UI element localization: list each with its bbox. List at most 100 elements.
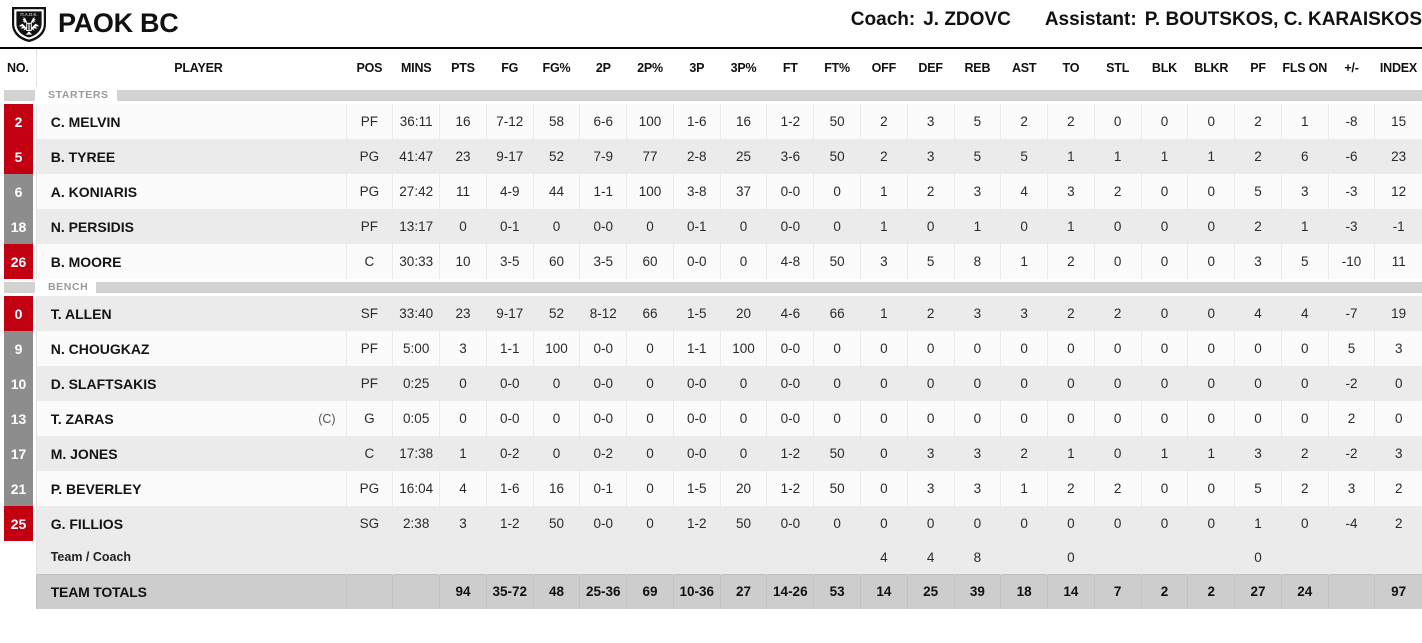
- column-header-3p[interactable]: 3P: [673, 47, 721, 87]
- player-row[interactable]: 26 B. MOORE C 30:33 10 3-5 60 3-5 60 0-0 0 4-8 50 3 5 8…: [0, 244, 1422, 279]
- column-header-2p[interactable]: 2P%: [626, 47, 674, 87]
- player-name-cell[interactable]: M. JONES: [35, 436, 347, 471]
- column-header-ft[interactable]: FT: [766, 47, 814, 87]
- stat-ft: 0: [813, 209, 861, 244]
- stat-stl: 0: [1093, 506, 1142, 541]
- stat-fls-on: 0: [1280, 401, 1329, 436]
- player-row[interactable]: 5 B. TYREE PG 41:47 23 9-17 52 7-9 77 2-8 25 3-6 50 2…: [0, 139, 1422, 174]
- stat-fg: 0: [532, 436, 580, 471]
- jersey-badge: 26: [4, 244, 33, 279]
- column-header-pf[interactable]: PF: [1234, 47, 1282, 87]
- stat-2p: 100: [626, 104, 674, 139]
- stat-mins: 27:42: [392, 174, 440, 209]
- column-header-ft[interactable]: FT%: [813, 47, 861, 87]
- column-header-index[interactable]: INDEX: [1374, 47, 1422, 87]
- stat-to: 1: [1047, 436, 1095, 471]
- player-name-cell[interactable]: T. ZARAS (C): [35, 401, 347, 436]
- stat-3p: 3-8: [672, 174, 721, 209]
- player-row[interactable]: 10 D. SLAFTSAKIS PF 0:25 0 0-0 0 0-0 0 0-0 0 0-0 0 0 0…: [0, 366, 1422, 401]
- player-name-cell[interactable]: N. PERSIDIS: [35, 209, 347, 244]
- team-totals-row: TEAM TOTALS 94 35-72 48 25-36 69 10-36 27 14-26 5…: [0, 573, 1422, 609]
- player-name-cell[interactable]: C. MELVIN: [35, 104, 347, 139]
- column-header-off[interactable]: OFF: [860, 47, 908, 87]
- stat-fg: 0-0: [485, 401, 534, 436]
- player-name-cell[interactable]: D. SLAFTSAKIS: [35, 366, 347, 401]
- stat-pf: 3: [1234, 436, 1282, 471]
- player-name-cell[interactable]: B. MOORE: [35, 244, 347, 279]
- player-row[interactable]: 25 G. FILLIOS SG 2:38 3 1-2 50 0-0 0 1-2 50 0-0 0 0 0 0…: [0, 506, 1422, 541]
- column-header-blkr[interactable]: BLKR: [1187, 47, 1235, 87]
- stat-reb: 8: [953, 244, 1001, 279]
- stat-def: 3: [906, 104, 954, 139]
- stat-fg: 0: [532, 366, 580, 401]
- stat-ast: 0: [1000, 366, 1048, 401]
- column-header-fls-on[interactable]: FLS ON: [1281, 47, 1329, 87]
- stat-ft: 0: [813, 366, 861, 401]
- stat-ast: 2: [1000, 436, 1048, 471]
- player-name-cell[interactable]: B. TYREE: [35, 139, 347, 174]
- player-name-cell[interactable]: G. FILLIOS: [35, 506, 347, 541]
- stat-def: 3: [906, 471, 954, 506]
- stat-2p: 0: [626, 209, 674, 244]
- player-row[interactable]: 2 C. MELVIN PF 36:11 16 7-12 58 6-6 100 1-6 16 1-2 5…: [0, 104, 1422, 139]
- stat-mins: 13:17: [392, 209, 440, 244]
- column-header-[interactable]: +/-: [1328, 47, 1375, 87]
- player-name-cell[interactable]: A. KONIARIS: [35, 174, 347, 209]
- stat-3p: 0-0: [672, 436, 721, 471]
- stat-pos: G: [345, 401, 393, 436]
- column-header-ast[interactable]: AST: [1000, 47, 1048, 87]
- column-header-fg[interactable]: FG: [486, 47, 534, 87]
- stat-reb: 0: [953, 401, 1001, 436]
- stat-blk: 0: [1140, 104, 1188, 139]
- stat-ft: 4-6: [766, 296, 814, 331]
- column-header-2p[interactable]: 2P: [579, 47, 627, 87]
- player-name-cell[interactable]: T. ALLEN: [35, 296, 347, 331]
- stat-fg: 0: [532, 209, 580, 244]
- stat-3p: 1-5: [672, 296, 721, 331]
- player-name: G. FILLIOS: [50, 515, 124, 532]
- stat-mins: 17:38: [392, 436, 440, 471]
- stat-pos: PF: [345, 366, 393, 401]
- stat-3p: 1-6: [672, 104, 721, 139]
- player-name-cell[interactable]: P. BEVERLEY: [35, 471, 347, 506]
- column-header-reb[interactable]: REB: [954, 47, 1001, 87]
- column-header-player[interactable]: PLAYER: [35, 47, 347, 87]
- stat-to: 1: [1047, 139, 1095, 174]
- column-header-mins[interactable]: MINS: [392, 47, 440, 87]
- player-row[interactable]: 6 A. KONIARIS PG 27:42 11 4-9 44 1-1 100 3-8 37 0-0…: [0, 174, 1422, 209]
- stat-3p: 1-1: [672, 331, 721, 366]
- stat-ft: 0-0: [766, 366, 814, 401]
- column-header-to[interactable]: TO: [1047, 47, 1095, 87]
- column-header-stl[interactable]: STL: [1094, 47, 1142, 87]
- column-header-fg[interactable]: FG%: [533, 47, 580, 87]
- column-header-no[interactable]: NO.: [0, 47, 37, 87]
- stat-ast: 0: [1000, 401, 1048, 436]
- stat-to: 0: [1047, 506, 1095, 541]
- stat-: 3: [1327, 471, 1375, 506]
- column-header-pts[interactable]: PTS: [439, 47, 487, 87]
- column-header-blk[interactable]: BLK: [1141, 47, 1188, 87]
- stat-2p: 0: [626, 366, 674, 401]
- stat-2p: 0-0: [579, 506, 627, 541]
- stat-fg: 0: [532, 401, 580, 436]
- stat-ast: 2: [1000, 104, 1048, 139]
- jersey-number-cell: 5: [0, 139, 37, 174]
- player-row[interactable]: 9 N. CHOUGKAZ PF 5:00 3 1-1 100 0-0 0 1-1 100 0-0 0 0…: [0, 331, 1422, 366]
- team-coach-ft: [766, 541, 814, 574]
- player-row[interactable]: 17 M. JONES C 17:38 1 0-2 0 0-2 0 0-0 0 1-2 50 0 3 3 2 1 0…: [0, 436, 1422, 471]
- column-header-3p[interactable]: 3P%: [720, 47, 767, 87]
- totals-ft: 14-26: [766, 573, 814, 609]
- jersey-number-cell: 21: [0, 471, 37, 506]
- player-row[interactable]: 13 T. ZARAS (C) G 0:05 0 0-0 0 0-0 0 0-0 0 0-0 0 0 0 0 0 0…: [0, 401, 1422, 436]
- player-row[interactable]: 18 N. PERSIDIS PF 13:17 0 0-1 0 0-0 0 0-1 0 0-0 0 1 0 1…: [0, 209, 1422, 244]
- column-header-def[interactable]: DEF: [907, 47, 954, 87]
- totals-blk: 2: [1140, 573, 1188, 609]
- stat-fls-on: 3: [1280, 174, 1329, 209]
- column-header-pos[interactable]: POS: [346, 47, 393, 87]
- stat-index: 2: [1374, 471, 1422, 506]
- player-row[interactable]: 0 T. ALLEN SF 33:40 23 9-17 52 8-12 66 1-5 20 4-6 66…: [0, 296, 1422, 331]
- player-name-cell[interactable]: N. CHOUGKAZ: [35, 331, 347, 366]
- player-name: N. PERSIDIS: [50, 218, 134, 235]
- stat-ft: 66: [813, 296, 861, 331]
- player-row[interactable]: 21 P. BEVERLEY PG 16:04 4 1-6 16 0-1 0 1-5 20 1-2 50…: [0, 471, 1422, 506]
